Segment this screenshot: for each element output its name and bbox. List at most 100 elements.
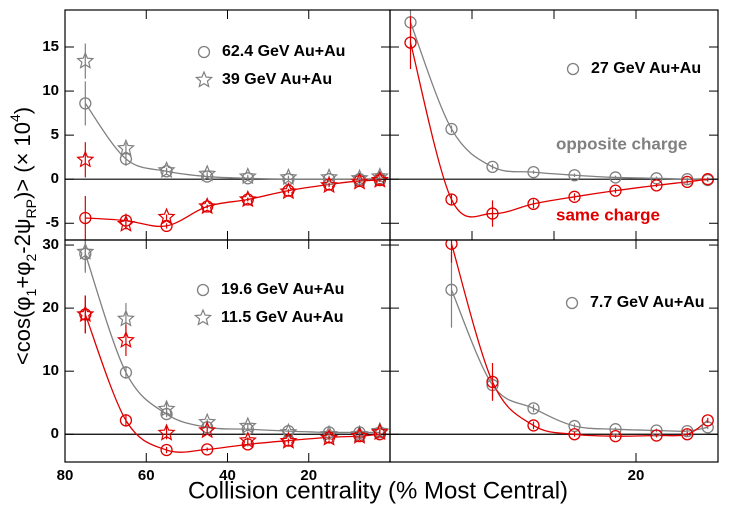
star-marker — [370, 170, 389, 188]
circle-marker — [568, 419, 581, 433]
star-marker — [198, 420, 217, 439]
annotation: same charge — [556, 205, 660, 224]
circle-marker — [241, 172, 254, 185]
legend-label: 19.6 GeV Au+Au — [221, 281, 344, 298]
circle-marker — [681, 424, 694, 438]
legend-label: 62.4 GeV Au+Au — [222, 43, 345, 60]
circle-marker — [201, 443, 214, 456]
fit-curve — [84, 103, 380, 180]
x-tick-label: 80 — [57, 467, 74, 484]
circle-marker — [445, 193, 458, 206]
y-label-sub: RP — [23, 199, 39, 218]
circle-marker — [201, 170, 214, 183]
circle-marker — [681, 428, 694, 441]
circle-marker — [404, 36, 417, 49]
star-marker — [279, 431, 298, 449]
circle-marker — [486, 207, 499, 220]
panel-frame — [389, 9, 719, 241]
y-tick-label: 0 — [51, 170, 59, 187]
star-marker — [116, 214, 136, 232]
x-tick-label: 20 — [300, 467, 317, 484]
star-marker — [350, 172, 369, 190]
y-tick-label: 30 — [42, 236, 59, 253]
circle-marker — [609, 184, 622, 197]
star-marker — [279, 181, 298, 200]
circle-marker — [568, 190, 581, 203]
y-tick-label: 15 — [42, 38, 59, 55]
legend-label: 7.7 GeV Au+Au — [590, 294, 705, 311]
star-marker — [193, 308, 213, 326]
star-marker — [116, 138, 136, 157]
star-marker — [319, 167, 339, 186]
circle-marker — [79, 97, 92, 110]
circle-marker — [527, 165, 540, 179]
fit-curve — [450, 243, 709, 437]
y-label-sub: 2 — [23, 254, 39, 262]
legend-label: 39 GeV Au+Au — [222, 71, 332, 88]
star-marker — [116, 309, 136, 327]
star-marker — [198, 412, 217, 431]
panel — [390, 240, 718, 443]
x-axis-label: Collision centrality (% Most Central) — [188, 477, 568, 504]
star-marker — [76, 242, 95, 260]
circle-marker — [486, 160, 499, 174]
circle-marker — [701, 414, 714, 427]
circle-marker — [527, 197, 540, 211]
star-marker — [157, 207, 176, 225]
star-marker — [238, 416, 257, 434]
circle-marker — [681, 175, 694, 188]
y-axis-label: <cos(φ1+φ2-2ψRP)> (× 104) — [7, 107, 39, 365]
circle-marker — [445, 283, 458, 296]
y-label-part: <cos(φ — [10, 296, 35, 365]
panel — [65, 43, 390, 240]
y-label-sup: 4 — [7, 114, 23, 122]
fit-curve — [409, 22, 708, 181]
circle-marker — [445, 122, 458, 136]
circle-marker — [119, 366, 133, 379]
legend-label: 27 GeV Au+Au — [591, 60, 701, 77]
star-marker — [157, 399, 176, 417]
circle-marker — [568, 428, 581, 441]
star-marker — [76, 304, 95, 323]
y-label-sub: 1 — [23, 288, 39, 296]
circle-marker — [196, 283, 210, 297]
star-marker — [370, 422, 389, 441]
star-marker — [76, 51, 95, 69]
circle-marker — [197, 45, 211, 59]
circle-marker — [160, 443, 173, 457]
circle-marker — [566, 62, 580, 76]
circle-marker — [650, 429, 663, 442]
star-marker — [319, 175, 339, 194]
star-marker — [116, 330, 136, 349]
y-tick-label: 5 — [51, 126, 59, 143]
annotation: opposite charge — [556, 134, 687, 153]
circle-marker — [119, 414, 133, 427]
circle-marker — [609, 171, 622, 184]
x-tick-label: 40 — [219, 467, 236, 484]
star-marker — [194, 70, 214, 88]
circle-marker — [160, 165, 173, 178]
star-marker — [238, 189, 257, 208]
circle-marker — [79, 211, 92, 225]
star-marker — [198, 196, 217, 215]
star-marker — [157, 160, 176, 179]
panel-frame — [389, 239, 719, 463]
circle-marker — [527, 402, 540, 415]
circle-marker — [565, 296, 579, 310]
y-label-part: +φ — [10, 262, 35, 289]
star-marker — [350, 426, 369, 444]
y-tick-label: 0 — [51, 425, 59, 442]
circle-marker — [609, 429, 622, 443]
star-marker — [238, 430, 257, 449]
star-marker — [279, 422, 298, 441]
star-marker — [238, 166, 257, 185]
legend-label: 11.5 GeV Au+Au — [221, 309, 344, 326]
circle-marker — [568, 169, 581, 182]
y-label-part: )> (× 10 — [10, 122, 35, 199]
y-label-part: -2ψ — [10, 218, 35, 253]
star-marker — [319, 428, 339, 446]
y-label-part: ) — [10, 107, 35, 114]
circle-marker — [527, 419, 540, 432]
star-marker — [157, 423, 176, 441]
